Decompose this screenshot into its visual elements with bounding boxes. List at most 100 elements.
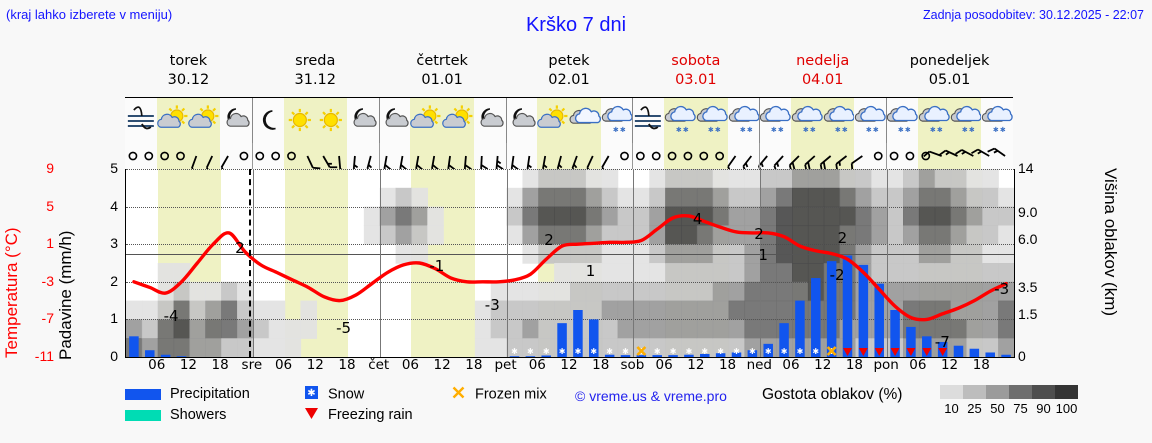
svg-text:✱: ✱ (527, 347, 534, 356)
day-date: 02.01 (548, 72, 590, 88)
svg-text:✱: ✱ (686, 347, 693, 356)
location-menu-note[interactable]: (kraj lahko izberete v meniju) (6, 7, 173, 22)
temperature-point-label: 4 (692, 210, 703, 228)
precipitation-tick-label: 1 (110, 310, 118, 327)
time-tick-label: 12 (687, 357, 705, 373)
legend-frozen-mix: Frozen mix (450, 386, 547, 403)
time-axis-ticks: 06 12 18 sre 06 12 18 čet 06 12 18 pet 06 12 18 sob 06 12… (125, 357, 1013, 377)
svg-text:✱: ✱ (708, 126, 714, 134)
weather-condition-icon (288, 108, 311, 132)
weather-condition-icon (156, 105, 188, 128)
precipitation-tick-label: 5 (110, 160, 118, 176)
weather-condition-icon: ✱ ✱ (823, 105, 855, 134)
temperature-point-label: 2 (837, 228, 848, 247)
cloud-height-axis-title: Višina oblakov (km) (1101, 168, 1120, 317)
weather-icon-cell: ✱ ✱ (886, 98, 918, 144)
precipitation-type-markers: ✱✱✱✱✱✱✱✱✱✱✱✱✱✱✱✱✱✱✱✱✱ (511, 346, 948, 356)
weather-condition-icon: ✱ ✱ (664, 105, 696, 134)
svg-text:✱: ✱ (898, 126, 904, 134)
time-tick-label: 06 (401, 357, 420, 373)
temperature-tick-label: -11 (34, 348, 54, 364)
day-date: 31.12 (294, 72, 337, 88)
svg-text:✱: ✱ (937, 126, 943, 134)
temperature-point-label: -2 (829, 266, 845, 285)
frozen-mix-icon (450, 386, 467, 403)
weather-icon-cell: ✱ ✱ (791, 98, 823, 144)
day-name: torek (169, 53, 208, 69)
gridline-vertical (633, 169, 635, 357)
day-separator (886, 98, 888, 144)
cloud-height-tick-label: 9.0 (1018, 204, 1038, 221)
precipitation-bars (129, 255, 1011, 357)
time-tick-label: 06 (909, 357, 927, 373)
day-header-row: torek 30.12 sreda 31.12 četrtek 01.01 petek 02.… (125, 52, 1013, 96)
time-tick-label: 06 (274, 357, 293, 373)
precipitation-swatch (125, 388, 161, 400)
day-name: sobota (671, 53, 721, 69)
weather-condition-icon (410, 105, 441, 128)
credit-link[interactable]: © vreme.us & vreme.pro (575, 388, 727, 404)
cloud-density-value: 90 (1036, 401, 1051, 416)
temperature-point-label: -4 (163, 307, 179, 326)
cloud-density-colorbar (940, 385, 1078, 399)
time-tick-label: 18 (718, 357, 737, 373)
time-tick-label: 12 (306, 357, 324, 373)
weather-condition-icon: ✱ ✱ (982, 105, 1013, 134)
daylight-band (283, 143, 347, 169)
gridline-vertical (252, 169, 254, 357)
weather-icon-cell (410, 98, 443, 144)
svg-text:✱: ✱ (715, 126, 721, 134)
time-tick-label: 06 (655, 357, 673, 373)
daylight-band (664, 143, 728, 169)
weather-icon-cell: ✱ ✱ (854, 98, 887, 144)
time-tick-label: 12 (940, 357, 959, 373)
cloud-density-value: 25 (967, 401, 982, 416)
day-name: ponedeljek (909, 53, 990, 69)
time-tick-label: 12 (433, 357, 451, 373)
weather-condition-icon (226, 108, 250, 127)
temperature-point-label: -1 (429, 257, 445, 275)
day-header: nedelja 04.01 (759, 52, 886, 90)
weather-condition-icon (635, 106, 662, 130)
weather-condition-icon (480, 108, 504, 127)
svg-text:✱: ✱ (873, 126, 879, 134)
svg-text:✱: ✱ (749, 347, 756, 356)
temperature-point-label: -3 (484, 295, 500, 314)
weather-icon-cell: ✱ ✱ (664, 98, 696, 144)
temperature-point-label: -3 (994, 279, 1010, 298)
time-tick-label: 18 (211, 357, 229, 373)
svg-text:✱: ✱ (781, 347, 788, 356)
legend-freezing-rain: Freezing rain (303, 407, 413, 423)
weather-condition-icon: ✱ ✱ (791, 105, 823, 134)
zero-degree-line (126, 253, 1014, 255)
gridline-vertical (506, 169, 508, 357)
weather-condition-icon (512, 108, 536, 127)
weather-condition-icon: ✱ ✱ (601, 105, 633, 134)
svg-text:✱: ✱ (670, 347, 677, 356)
daylight-band (410, 143, 474, 169)
time-tick-label: sob (620, 357, 645, 373)
weather-icon-band: ✱ ✱ ✱ ✱ ✱ ✱ ✱ ✱ ✱ ✱ ✱ ✱ ✱ ✱ ✱ ✱ ✱ ✱ ✱ ✱ ✱ ✱ ✱ ✱ (125, 97, 1013, 144)
cloud-height-tick-label: 14 (1018, 160, 1034, 176)
gridline-horizontal (126, 206, 1014, 208)
svg-text:✱: ✱ (812, 347, 819, 356)
temperature-point-label: -5 (336, 318, 352, 337)
legend: Precipitation Showers ✱ Snow Freezing ra… (125, 382, 1152, 430)
gridline-horizontal (126, 319, 1014, 321)
weather-condition-icon: ✱ ✱ (918, 105, 950, 134)
page-title: Krško 7 dni (525, 14, 627, 36)
weather-icon-cell: ✱ ✱ (728, 98, 760, 144)
time-tick-label: 12 (179, 357, 198, 373)
precipitation-tick-label: 3 (110, 235, 118, 252)
svg-text:✱: ✱ (606, 347, 613, 356)
precipitation-tick-label: 2 (110, 272, 118, 289)
time-tick-label: 18 (465, 357, 483, 373)
day-name: sreda (295, 53, 336, 69)
day-header: sreda 31.12 (252, 52, 379, 90)
gridline-vertical (760, 169, 762, 357)
temperature-tick-label: 5 (46, 197, 54, 214)
temperature-point-label: 1 (758, 246, 768, 265)
day-name: četrtek (416, 53, 468, 69)
day-separator (886, 143, 888, 169)
cloud-density-value: 75 (1013, 401, 1028, 416)
